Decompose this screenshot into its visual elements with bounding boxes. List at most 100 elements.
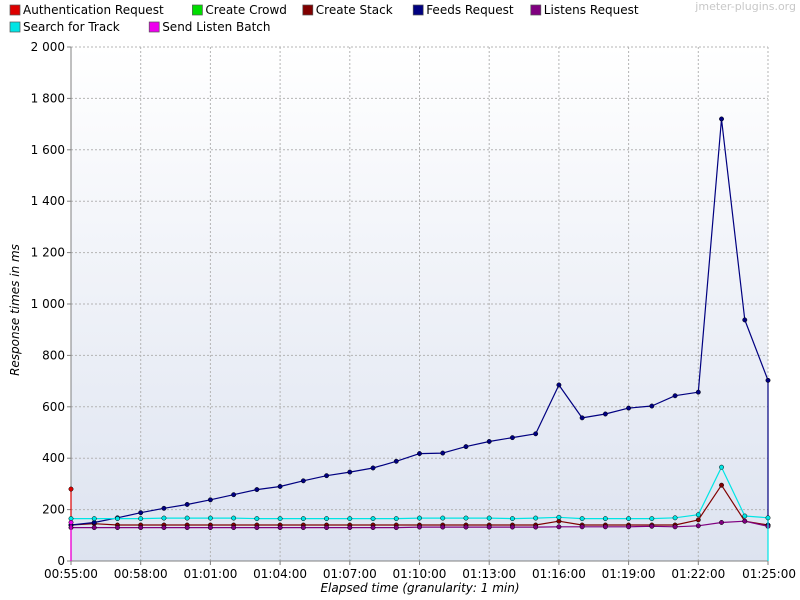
data-point: [719, 116, 724, 122]
legend-swatch: [192, 4, 203, 16]
data-point: [138, 510, 144, 516]
data-point: [533, 515, 539, 521]
legend-item-authentication-request: Authentication Request: [9, 3, 164, 17]
data-point: [231, 515, 237, 521]
data-point: [300, 478, 306, 484]
series-line: [70, 118, 769, 526]
legend-item-create-crowd: Create Crowd: [192, 3, 287, 17]
legend-item-search-for-track: Search for Track: [9, 20, 120, 34]
data-point: [672, 524, 678, 530]
data-point: [742, 513, 748, 519]
y-tick-label: 200: [42, 503, 65, 517]
data-point: [509, 524, 515, 530]
x-tick-label: 00:58:00: [114, 567, 168, 581]
data-point: [347, 516, 353, 522]
data-point: [440, 450, 446, 456]
x-tick-label: 01:22:00: [671, 567, 725, 581]
data-point: [765, 377, 771, 383]
data-point: [207, 515, 213, 521]
data-point: [417, 451, 422, 457]
data-point: [742, 518, 748, 524]
legend-swatch: [9, 21, 21, 33]
data-point: [347, 469, 353, 475]
data-point: [672, 515, 678, 521]
data-point: [695, 512, 701, 518]
data-point: [486, 524, 492, 530]
data-point: [115, 516, 120, 522]
axes: 0 200 400 600 800 1 000 1 200 1 400 1 600 1 800 2 …: [31, 40, 796, 581]
data-point: [393, 525, 399, 531]
data-point: [579, 516, 585, 522]
data-point: [649, 523, 655, 529]
data-point: [626, 405, 632, 411]
data-point: [509, 516, 515, 522]
data-point: [626, 516, 632, 522]
series-send-listen-batch: [68, 520, 74, 561]
legend-label: Send Listen Batch: [162, 20, 270, 34]
data-point: [393, 458, 399, 464]
y-tick-label: 400: [42, 451, 65, 465]
y-axis-title: Response times in ms: [8, 244, 22, 376]
data-point: [300, 516, 306, 522]
data-point: [556, 382, 562, 388]
legend-item-listens-request: Listens Request: [530, 3, 639, 17]
legend-swatch: [148, 21, 160, 33]
legend-item-create-stack: Create Stack: [302, 3, 393, 17]
data-point: [207, 497, 213, 503]
data-point: [417, 524, 422, 530]
y-tick-label: 1 200: [31, 246, 65, 260]
data-point: [672, 393, 678, 399]
data-point: [463, 524, 469, 530]
data-point: [579, 524, 585, 530]
legend-swatch: [530, 4, 542, 16]
data-point: [254, 516, 260, 522]
data-point: [324, 516, 330, 522]
data-point: [68, 486, 74, 492]
legend: Authentication Request Create Crowd Create…: [9, 3, 639, 34]
x-tick-label: 01:19:00: [602, 567, 656, 581]
data-point: [254, 487, 260, 493]
x-tick-label: 01:04:00: [253, 567, 307, 581]
data-point: [91, 516, 97, 522]
data-point: [602, 411, 608, 417]
series-line: [71, 466, 769, 561]
series-search-for-track: [68, 464, 771, 561]
series-layer: [68, 116, 771, 561]
data-point: [393, 516, 399, 522]
data-point: [277, 484, 283, 489]
legend-item-send-listen-batch: Send Listen Batch: [148, 20, 271, 34]
data-point: [161, 515, 167, 521]
legend-label: Search for Track: [23, 20, 120, 34]
x-tick-label: 01:16:00: [532, 567, 586, 581]
data-point: [115, 525, 120, 531]
data-point: [324, 473, 330, 479]
legend-label: Create Crowd: [205, 3, 287, 17]
data-point: [556, 524, 562, 530]
data-point: [138, 525, 144, 531]
legend-label: Authentication Request: [23, 3, 164, 17]
legend-swatch: [302, 4, 314, 16]
x-tick-label: 01:25:00: [742, 567, 796, 581]
data-point: [370, 525, 376, 531]
data-point: [602, 524, 608, 530]
legend-label: Listens Request: [544, 3, 639, 17]
y-tick-label: 800: [42, 348, 65, 362]
data-point: [254, 525, 260, 531]
y-tick-label: 2 000: [31, 40, 65, 54]
data-point: [765, 515, 771, 521]
data-point: [602, 516, 608, 522]
data-point: [719, 520, 724, 525]
data-point: [184, 502, 190, 507]
data-point: [556, 514, 562, 520]
data-point: [649, 516, 655, 522]
y-tick-label: 1 000: [31, 297, 65, 311]
x-tick-label: 01:13:00: [462, 567, 516, 581]
data-point: [695, 523, 701, 529]
data-point: [719, 482, 724, 488]
data-point: [184, 525, 190, 531]
data-point: [207, 525, 213, 531]
data-point: [184, 515, 190, 521]
y-tick-label: 1 400: [31, 194, 65, 208]
data-point: [300, 525, 306, 531]
